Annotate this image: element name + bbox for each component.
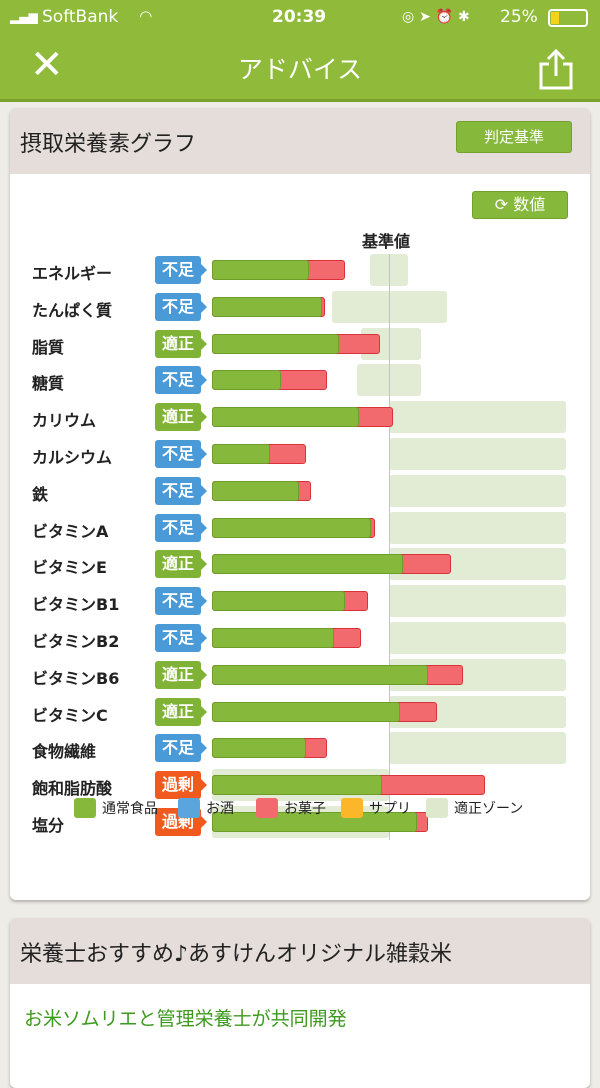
legend-item: 通常食品	[74, 798, 158, 818]
reference-label: 基準値	[362, 232, 411, 251]
nutrient-label: カルシウム	[32, 448, 113, 467]
status-badge: 不足	[155, 513, 207, 542]
carrier: SoftBank	[42, 7, 119, 27]
bar-normal-food	[212, 407, 359, 428]
nutrient-label: 脂質	[32, 337, 65, 357]
status-badge: 適正	[155, 697, 207, 726]
legend-item: 適正ゾーン	[426, 798, 523, 818]
bar-normal-food	[212, 738, 306, 759]
recommendation-card: 栄養士おすすめ♪あすけんオリジナル雑穀米 お米ソムリエと管理栄養士が共同開発	[10, 918, 590, 1088]
rec-title: 栄養士おすすめ♪あすけんオリジナル雑穀米	[20, 942, 453, 967]
legend-label: 通常食品	[102, 801, 158, 817]
nutrient-label: 鉄	[32, 484, 49, 504]
status-badge: 適正	[155, 660, 207, 689]
zone-band	[389, 511, 566, 544]
status-badge: 適正	[155, 403, 207, 432]
signal-icon: ▂▄▆	[10, 10, 38, 24]
nutrient-label: エネルギー	[32, 264, 113, 283]
nutrient-graph-card: 摂取栄養素グラフ 判定基準 ⟳ 数値 基準値 エネルギー 不足 たんぱく質 不足 脂質適…	[10, 108, 590, 900]
legend-swatch	[178, 798, 200, 818]
bar-normal-food	[212, 333, 340, 354]
close-icon[interactable]: ✕	[30, 42, 64, 88]
criteria-button[interactable]: 判定基準	[456, 121, 572, 153]
zone-band	[369, 254, 409, 286]
status-badge: 適正	[155, 329, 207, 358]
page-title: アドバイス	[237, 55, 363, 84]
status-icons: ◎ ➤ ⏰ ✱	[402, 9, 470, 25]
bar-normal-food	[212, 444, 271, 464]
status-badge: 不足	[155, 734, 207, 763]
status-badge: 適正	[155, 550, 207, 579]
status-badge: 過剰	[155, 771, 207, 800]
zone-band	[389, 585, 566, 618]
bar-normal-food	[212, 260, 310, 280]
bar-normal-food	[212, 664, 428, 685]
status-badge: 不足	[155, 476, 207, 505]
rec-subtitle: お米ソムリエと管理栄養士が共同開発	[24, 1008, 347, 1030]
zone-band	[389, 622, 566, 654]
reference-line	[389, 254, 390, 840]
zone-band	[389, 474, 566, 507]
nutrient-label: 糖質	[32, 374, 65, 394]
legend-swatch	[74, 798, 96, 818]
bar-normal-food	[212, 480, 299, 501]
zone-band	[357, 364, 421, 397]
bar-normal-food	[212, 370, 282, 391]
nutrient-label: ビタミンC	[32, 705, 108, 725]
nutrient-label: ビタミンE	[32, 558, 107, 578]
legend-item: お酒	[178, 798, 234, 818]
nutrient-label: 食物繊維	[32, 742, 97, 762]
time: 20:39	[272, 7, 327, 27]
nav-bar: ✕ アドバイス	[0, 36, 600, 102]
zone-band	[389, 401, 566, 434]
nutrient-label: 塩分	[32, 816, 65, 835]
status-badge: 不足	[155, 256, 207, 284]
values-toggle-button[interactable]: ⟳ 数値	[472, 191, 568, 219]
status-badge: 不足	[155, 292, 207, 321]
legend-label: お酒	[206, 801, 234, 817]
nutrient-label: 飽和脂肪酸	[32, 779, 113, 799]
bar-normal-food	[212, 517, 372, 538]
legend-label: サプリ	[369, 801, 411, 817]
zone-band	[389, 732, 566, 765]
legend-swatch	[341, 798, 363, 818]
legend-label: お菓子	[284, 801, 326, 817]
bar-normal-food	[212, 628, 335, 648]
status-bar: ▂▄▆ SoftBank ◠ 20:39 ◎ ➤ ⏰ ✱ 25%	[0, 0, 600, 36]
nutrient-label: カリウム	[32, 411, 97, 431]
battery-percent: 25%	[500, 7, 538, 27]
bar-normal-food	[212, 775, 382, 796]
legend-item: サプリ	[341, 798, 411, 818]
status-badge: 不足	[155, 587, 207, 616]
bar-normal-food	[212, 591, 345, 612]
card-title: 摂取栄養素グラフ	[20, 132, 197, 157]
legend-swatch	[426, 798, 448, 818]
nutrient-label: ビタミンA	[32, 521, 109, 541]
wifi-icon: ◠	[140, 7, 152, 25]
bar-normal-food	[212, 701, 400, 722]
legend-swatch	[256, 798, 278, 818]
status-badge: 不足	[155, 624, 207, 652]
status-badge: 不足	[155, 440, 207, 468]
status-badge: 不足	[155, 366, 207, 395]
refresh-icon: ⟳	[494, 195, 509, 214]
battery-icon	[548, 9, 588, 27]
legend-label: 適正ゾーン	[454, 801, 524, 817]
nutrient-label: たんぱく質	[32, 300, 113, 320]
nutrient-label: ビタミンB6	[32, 668, 120, 688]
share-icon[interactable]	[537, 48, 575, 90]
bar-normal-food	[212, 296, 322, 317]
legend-item: お菓子	[256, 798, 326, 818]
bar-normal-food	[212, 554, 404, 575]
zone-band	[389, 438, 566, 470]
nutrient-label: ビタミンB2	[32, 632, 120, 651]
nutrient-label: ビタミンB1	[32, 595, 120, 615]
